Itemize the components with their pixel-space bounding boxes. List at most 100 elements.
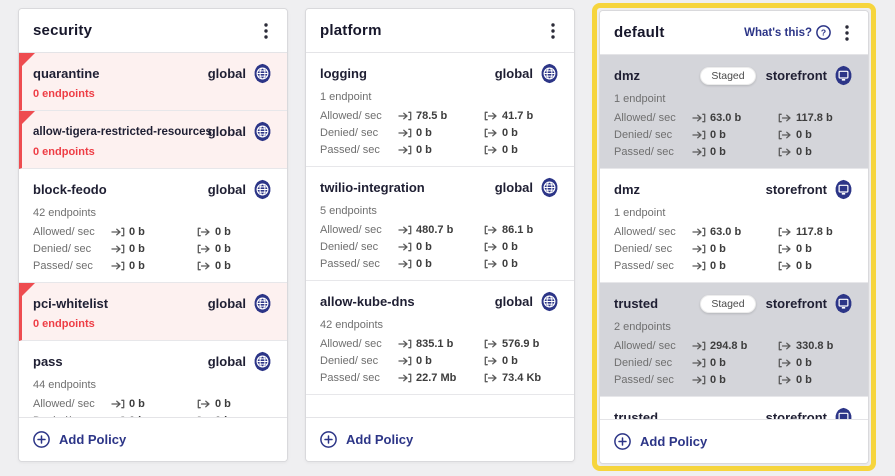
egress-arrow-icon	[197, 261, 211, 271]
egress-arrow-icon	[484, 242, 498, 252]
plus-circle-icon	[320, 431, 337, 448]
globe-icon	[539, 291, 560, 312]
egress-rate: 0 b	[215, 243, 231, 255]
highlighted-column-wrapper: default What's this? ? dmz Staged storef…	[592, 3, 876, 471]
stat-row: Denied/ sec 0 b 0 b	[614, 129, 854, 141]
policy-name: quarantine	[33, 66, 100, 81]
policy-card[interactable]: block-feodo global 42 endpoints Allowed/…	[19, 169, 287, 283]
svg-text:?: ?	[821, 28, 826, 38]
column-menu-kebab-icon[interactable]	[546, 21, 560, 41]
endpoint-count: 1 endpoint	[614, 93, 666, 105]
policy-scope-label: global	[494, 294, 533, 309]
column-menu-kebab-icon[interactable]	[259, 21, 273, 41]
egress-rate: 330.8 b	[796, 340, 834, 352]
policy-card[interactable]: logging global 1 endpoint Allowed/ sec 7…	[306, 53, 574, 167]
egress-rate: 0 b	[796, 357, 812, 369]
policy-name: block-feodo	[33, 182, 107, 197]
policy-tier-column: platform logging global 1 endpoint Allow…	[305, 8, 575, 462]
policy-card[interactable]: twilio-integration global 5 endpoints Al…	[306, 167, 574, 281]
egress-arrow-icon	[778, 130, 792, 140]
policy-card[interactable]: allow-tigera-restricted-resources global…	[19, 111, 287, 169]
ingress-arrow-icon	[111, 416, 125, 417]
policy-card[interactable]: pass global 44 endpoints Allowed/ sec 0 …	[19, 341, 287, 417]
staged-badge: Staged	[700, 294, 756, 313]
ingress-arrow-icon	[692, 130, 706, 140]
egress-arrow-icon	[484, 339, 498, 349]
column-title: security	[33, 22, 93, 39]
endpoint-count: 0 endpoints	[33, 88, 95, 100]
policy-name: twilio-integration	[320, 180, 425, 195]
policy-name: dmz	[614, 68, 640, 83]
egress-arrow-icon	[778, 341, 792, 351]
ingress-rate: 294.8 b	[710, 340, 748, 352]
column-header: platform	[306, 9, 574, 53]
stat-row: Passed/ sec 0 b 0 b	[320, 258, 560, 270]
policy-scope-label: global	[207, 354, 246, 369]
policy-name: logging	[320, 66, 367, 81]
ingress-arrow-icon	[398, 225, 412, 235]
stat-label: Denied/ sec	[614, 243, 673, 255]
egress-arrow-icon	[197, 227, 211, 237]
ingress-rate: 0 b	[129, 398, 145, 410]
stat-label: Allowed/ sec	[614, 112, 676, 124]
ingress-rate: 0 b	[129, 260, 145, 272]
column-footer: Add Policy	[19, 417, 287, 461]
add-policy-button[interactable]: Add Policy	[320, 431, 413, 448]
egress-rate: 0 b	[215, 398, 231, 410]
ingress-rate: 480.7 b	[416, 224, 454, 236]
policy-card[interactable]: pci-whitelist global 0 endpoints	[19, 283, 287, 341]
stat-label: Denied/ sec	[33, 243, 92, 255]
stat-label: Denied/ sec	[614, 129, 673, 141]
policy-scope-label: global	[207, 124, 246, 139]
traffic-stats: Allowed/ sec 63.0 b 117.8 b Denied/ sec …	[614, 112, 854, 158]
column-footer: Add Policy	[600, 419, 868, 463]
add-policy-button[interactable]: Add Policy	[614, 433, 707, 450]
policy-card[interactable]: quarantine global 0 endpoints	[19, 53, 287, 111]
ingress-arrow-icon	[692, 227, 706, 237]
column-menu-kebab-icon[interactable]	[840, 23, 854, 43]
egress-arrow-icon	[778, 358, 792, 368]
add-policy-label: Add Policy	[346, 432, 414, 447]
policy-card[interactable]: allow-kube-dns global 42 endpoints Allow…	[306, 281, 574, 395]
ingress-arrow-icon	[692, 147, 706, 157]
stat-label: Passed/ sec	[33, 260, 93, 272]
stat-label: Passed/ sec	[614, 374, 674, 386]
egress-rate: 0 b	[796, 146, 812, 158]
ingress-rate: 63.0 b	[710, 226, 742, 238]
globe-icon	[539, 63, 560, 84]
column-title: default	[614, 24, 665, 41]
egress-arrow-icon	[778, 147, 792, 157]
ingress-arrow-icon	[398, 128, 412, 138]
egress-arrow-icon	[484, 111, 498, 121]
policy-card[interactable]: dmz Staged storefront 1 endpoint Allowed…	[600, 55, 868, 169]
add-policy-label: Add Policy	[59, 432, 127, 447]
policy-card[interactable]: dmz storefront 1 endpoint Allowed/ sec 6…	[600, 169, 868, 283]
endpoint-count: 5 endpoints	[320, 205, 377, 217]
policy-name: pci-whitelist	[33, 296, 109, 311]
egress-arrow-icon	[197, 244, 211, 254]
endpoint-count: 44 endpoints	[33, 379, 96, 391]
policy-card[interactable]: trusted storefront	[600, 397, 868, 419]
egress-rate: 41.7 b	[502, 110, 534, 122]
ingress-arrow-icon	[692, 341, 706, 351]
ingress-rate: 78.5 b	[416, 110, 448, 122]
policy-name: trusted	[614, 410, 659, 419]
egress-arrow-icon	[484, 128, 498, 138]
add-policy-button[interactable]: Add Policy	[33, 431, 126, 448]
policy-card[interactable]: trusted Staged storefront 2 endpoints Al…	[600, 283, 868, 397]
stat-label: Passed/ sec	[614, 260, 674, 272]
ingress-arrow-icon	[398, 242, 412, 252]
whats-this-link[interactable]: What's this? ?	[744, 25, 831, 40]
plus-circle-icon	[33, 431, 50, 448]
stat-row: Passed/ sec 0 b 0 b	[614, 146, 854, 158]
egress-rate: 0 b	[502, 355, 518, 367]
stat-row: Denied/ sec 0 b 0 b	[320, 355, 560, 367]
ingress-arrow-icon	[111, 399, 125, 409]
policy-card-list: logging global 1 endpoint Allowed/ sec 7…	[306, 53, 574, 417]
policy-name: pass	[33, 354, 63, 369]
ingress-arrow-icon	[398, 373, 412, 383]
storefront-icon	[833, 65, 854, 86]
egress-rate: 0 b	[502, 127, 518, 139]
ingress-arrow-icon	[692, 244, 706, 254]
stat-row: Passed/ sec 0 b 0 b	[320, 144, 560, 156]
